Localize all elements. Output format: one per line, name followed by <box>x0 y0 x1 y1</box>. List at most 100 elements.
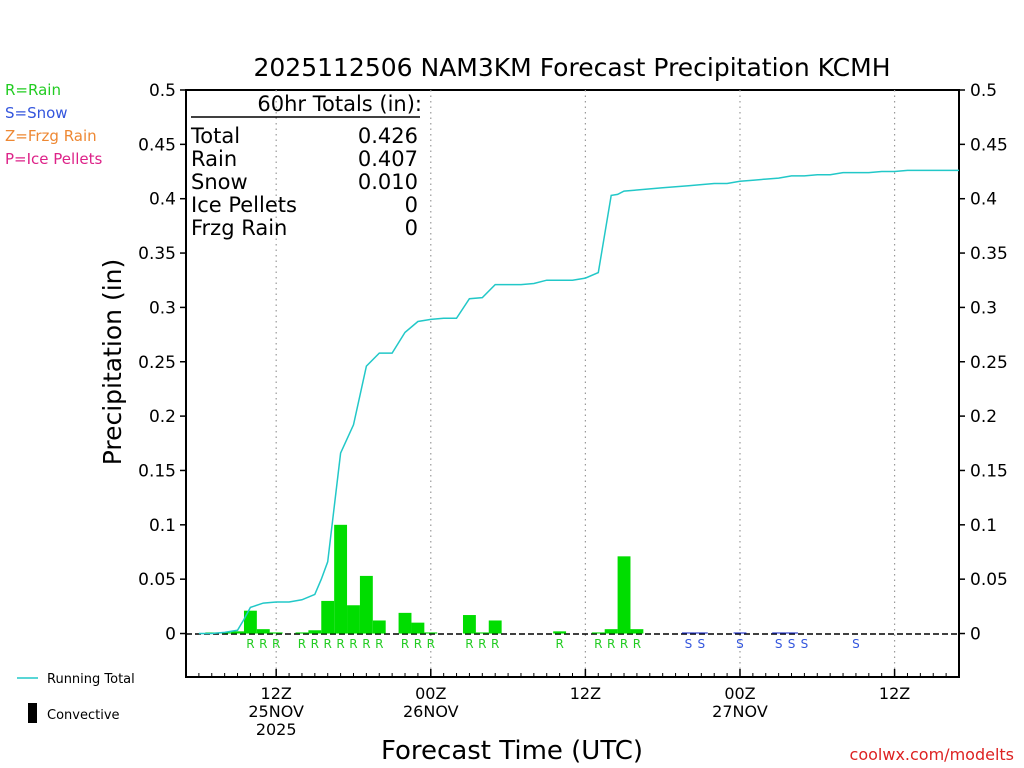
bottom-legend: Running Total Convective <box>17 672 135 723</box>
x-tick-label: 12Z <box>570 684 601 703</box>
x-tick-label: 26NOV <box>403 702 459 721</box>
precip-bar <box>591 632 605 634</box>
chart-title: 2025112506 NAM3KM Forecast Precipitation… <box>254 53 891 82</box>
y-tick-label-right: 0.1 <box>970 516 997 536</box>
precip-bar <box>269 632 283 634</box>
precip-bar <box>243 610 257 634</box>
ptype-letter: R <box>311 637 319 651</box>
precip-bar <box>308 630 322 634</box>
y-tick-label-left: 0.5 <box>149 81 176 101</box>
precip-bar <box>231 631 244 634</box>
precip-bar <box>553 631 567 634</box>
precip-bar <box>321 600 335 634</box>
ptype-letter: R <box>362 637 370 651</box>
x-axis-label: Forecast Time (UTC) <box>381 736 643 766</box>
precip-bar <box>295 632 309 634</box>
ptype-letter: R <box>491 637 499 651</box>
y-tick-label-left: 0.4 <box>149 190 176 210</box>
ptype-legend-item: Z=Frzg Rain <box>5 127 97 145</box>
totals-row-value: 0.426 <box>358 124 418 148</box>
ptype-legend-item: R=Rain <box>5 81 61 99</box>
ptype-letter: S <box>698 637 706 651</box>
precip-bar <box>424 632 438 634</box>
ptype-letter: R <box>259 637 267 651</box>
precip-bars <box>205 524 798 634</box>
y-tick-label-left: 0.25 <box>138 353 176 373</box>
y-tick-label-left: 0.1 <box>149 516 176 536</box>
ptype-letter: R <box>349 637 357 651</box>
x-tick-label: 12Z <box>879 684 910 703</box>
ptype-letter: S <box>736 637 744 651</box>
convective-legend-label: Convective <box>47 708 120 723</box>
ptype-letter: R <box>336 637 344 651</box>
precip-bar <box>630 629 644 634</box>
totals-row-label: Total <box>190 124 240 148</box>
totals-row-label: Frzg Rain <box>191 216 287 240</box>
y-tick-label-right: 0.3 <box>970 298 997 318</box>
x-tick-label: 12Z <box>261 684 292 703</box>
ptype-letter: S <box>801 637 809 651</box>
totals-row-value: 0.010 <box>358 170 418 194</box>
precip-bar <box>772 632 786 634</box>
y-tick-label-right: 0.2 <box>970 407 997 427</box>
x-tick-label: 00Z <box>724 684 755 703</box>
running-total-line <box>198 169 959 635</box>
ptype-letter: R <box>272 637 280 651</box>
totals-row-value: 0 <box>405 216 418 240</box>
ptype-letter: R <box>594 637 602 651</box>
y-tick-label-left: 0.3 <box>149 298 176 318</box>
precip-bar <box>347 605 360 634</box>
totals-box: 60hr Totals (in): Total 0.426 Rain 0.407 Sno… <box>190 92 422 240</box>
precip-bar <box>334 524 348 634</box>
totals-heading: 60hr Totals (in): <box>257 92 422 116</box>
y-axis-left: 0 0.05 0.1 0.15 0.2 0.25 0.3 0.35 0.4 0.45 0.5 <box>138 81 186 645</box>
precip-bar <box>359 575 373 634</box>
precip-bar <box>462 615 476 634</box>
ptype-letter: R <box>324 637 332 651</box>
precip-bar <box>617 556 631 634</box>
y-tick-label-left: 0 <box>165 625 176 645</box>
plot-frame <box>185 89 960 678</box>
y-tick-label-right: 0.05 <box>970 570 1008 590</box>
y-tick-label-left: 0.2 <box>149 407 176 427</box>
x-tick-label: 2025 <box>256 720 297 739</box>
y-axis-right: 0 0.05 0.1 0.15 0.2 0.25 0.3 0.35 0.4 0.45 0.5 <box>959 81 1008 645</box>
y-tick-label-left: 0.15 <box>138 461 176 481</box>
totals-row-label: Ice Pellets <box>191 193 297 217</box>
x-tick-label: 00Z <box>415 684 446 703</box>
ptype-letter: R <box>620 637 628 651</box>
precip-bar <box>475 632 489 634</box>
precip-bar <box>733 632 747 634</box>
ptype-legend: R=Rain S=Snow Z=Frzg Rain P=Ice Pellets <box>5 81 102 168</box>
ptype-legend-item: S=Snow <box>5 104 68 122</box>
ptype-letter: S <box>788 637 796 651</box>
ptype-letter: R <box>414 637 422 651</box>
y-axis-label: Precipitation (in) <box>98 259 127 466</box>
precip-bar <box>694 632 708 634</box>
y-tick-label-left: 0.35 <box>138 244 176 264</box>
ptype-legend-item: P=Ice Pellets <box>5 150 102 168</box>
totals-row-value: 0 <box>405 193 418 217</box>
ptype-letter: S <box>775 637 783 651</box>
credit-text: coolwx.com/modelts <box>850 745 1014 764</box>
ptype-letter: R <box>375 637 383 651</box>
y-tick-label-right: 0.45 <box>970 135 1008 155</box>
ptype-letter: R <box>607 637 615 651</box>
ptype-letter: R <box>246 637 254 651</box>
totals-row-value: 0.407 <box>358 147 418 171</box>
totals-row-label: Snow <box>191 170 248 194</box>
precip-bar <box>682 632 695 634</box>
y-tick-label-left: 0.45 <box>138 135 176 155</box>
y-tick-label-right: 0.25 <box>970 353 1008 373</box>
running-total-legend-label: Running Total <box>47 672 135 687</box>
y-tick-label-right: 0.4 <box>970 190 997 210</box>
totals-row-label: Rain <box>191 147 237 171</box>
totals-rows: Total 0.426 Rain 0.407 Snow 0.010 Ice Pellets 0… <box>190 124 418 240</box>
ptype-letter: R <box>465 637 473 651</box>
y-tick-label-right: 0.35 <box>970 244 1008 264</box>
convective-legend-swatch <box>28 703 37 723</box>
ptype-letter: R <box>555 637 563 651</box>
ptype-letter: R <box>478 637 486 651</box>
ptype-letter: S <box>852 637 860 651</box>
